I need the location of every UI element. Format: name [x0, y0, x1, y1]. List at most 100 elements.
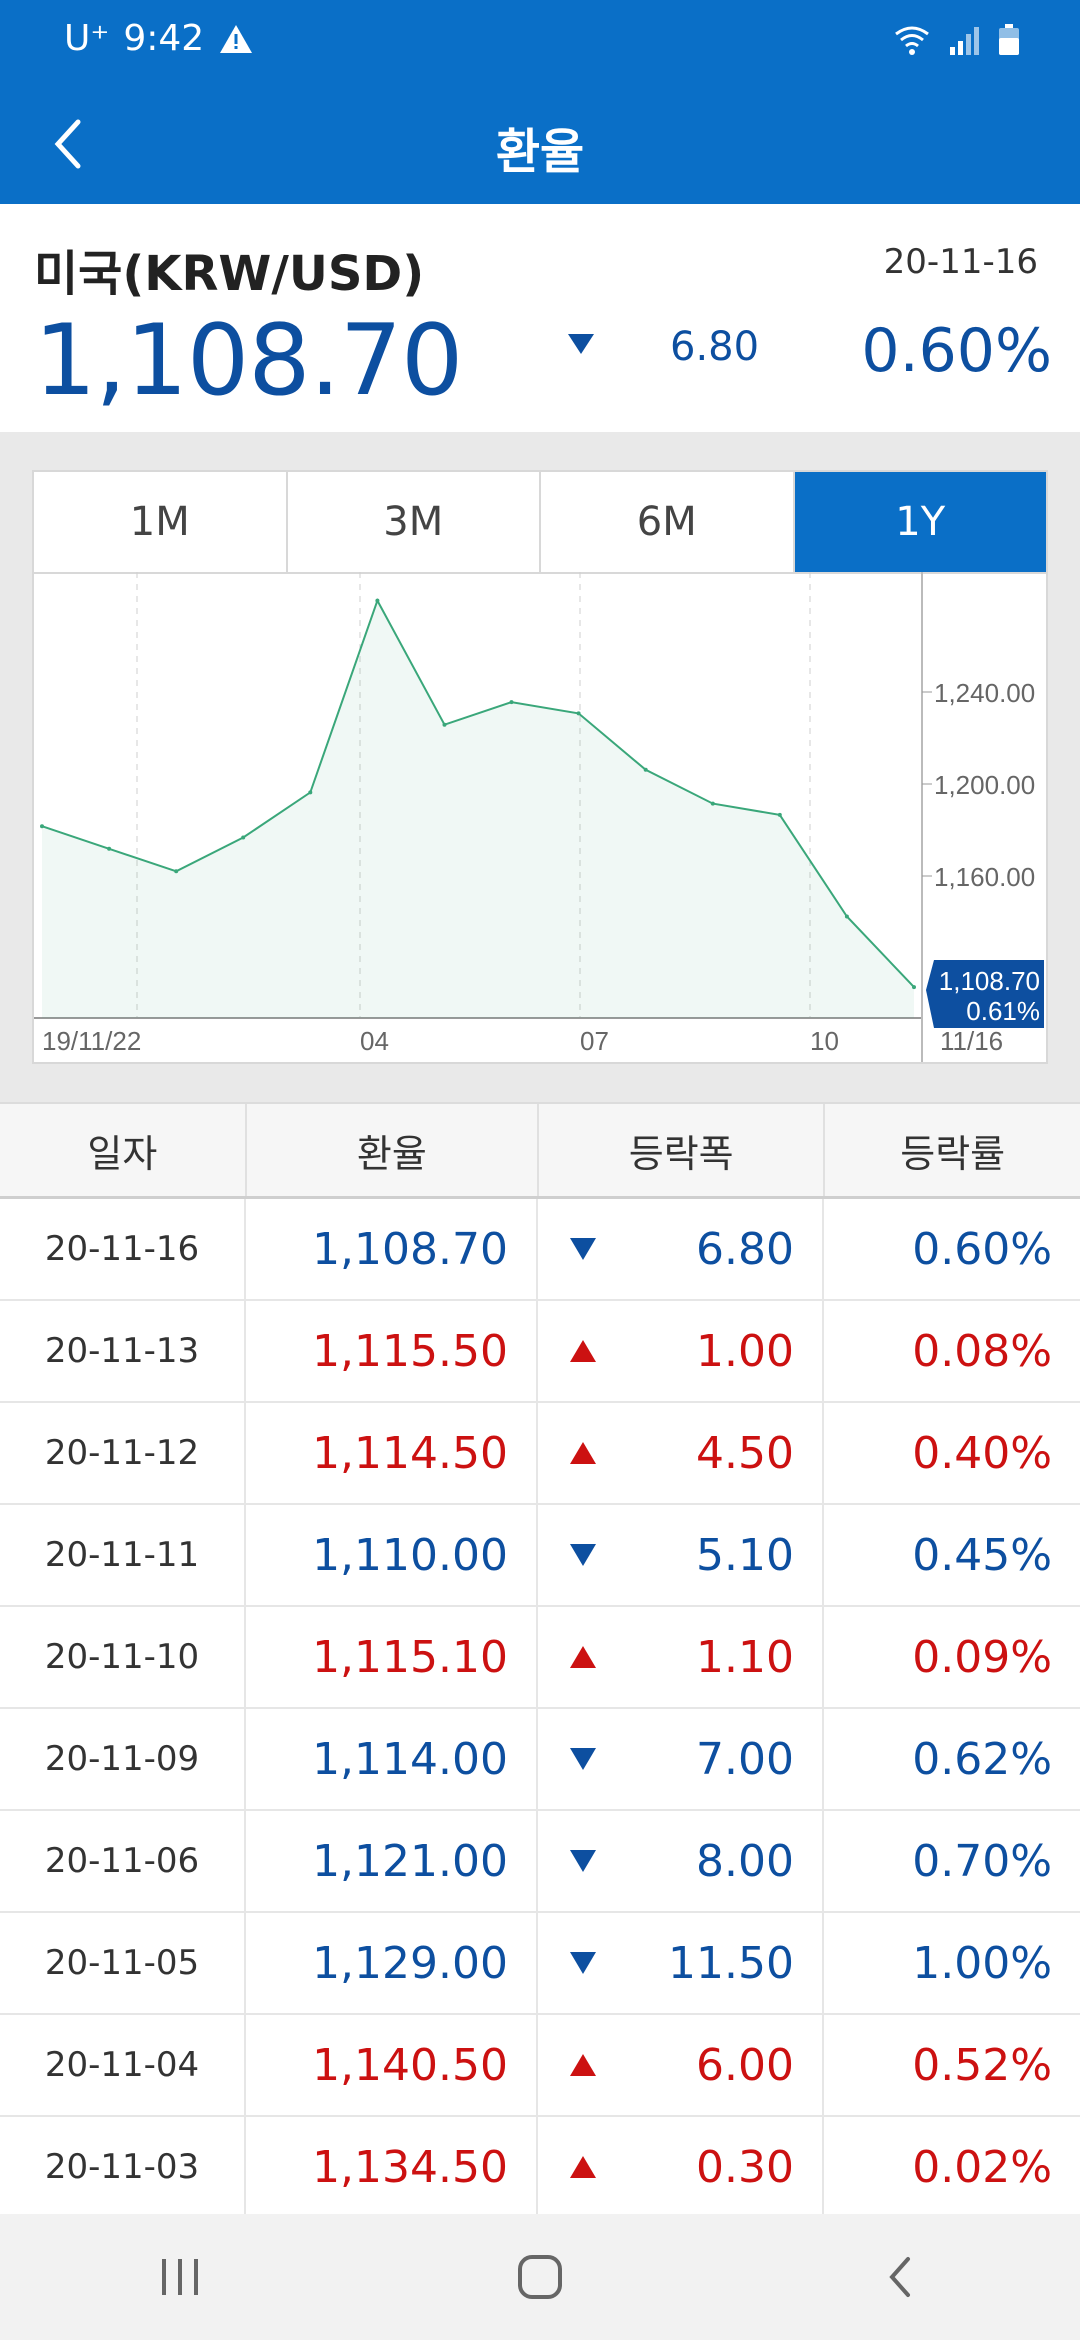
data-point: [241, 835, 246, 840]
cell-change: 5.10: [538, 1505, 824, 1605]
x-tick-label: 10: [810, 1026, 839, 1056]
table-row[interactable]: 20-11-10 1,115.10 1.10 0.09%: [0, 1607, 1080, 1709]
tab-6m[interactable]: 6M: [541, 472, 795, 572]
table-row[interactable]: 20-11-11 1,110.00 5.10 0.45%: [0, 1505, 1080, 1607]
cell-pct: 0.70%: [912, 1835, 1052, 1887]
down-arrow-icon: [570, 1952, 596, 1974]
cell-change: 7.00: [538, 1709, 824, 1809]
chevron-left-icon: [889, 2257, 910, 2297]
x-tick-label: 04: [360, 1026, 389, 1056]
header-change: 등락폭: [539, 1104, 826, 1196]
x-tick-label: 19/11/22: [42, 1026, 141, 1056]
header-rate: 환율: [247, 1104, 540, 1196]
status-bar: U⁺ 9:42: [0, 0, 1080, 84]
table-row[interactable]: 20-11-06 1,121.00 8.00 0.70%: [0, 1811, 1080, 1913]
chart-panel: 1M 3M 6M 1Y 1,240.00 1,200.00 1,160.00 1…: [32, 470, 1048, 1064]
cell-change-value: 6.80: [696, 1223, 794, 1275]
cell-change: 1.00: [538, 1301, 824, 1401]
table-row[interactable]: 20-11-16 1,108.70 6.80 0.60%: [0, 1199, 1080, 1301]
chevron-left-icon: [54, 119, 81, 169]
cell-date: 20-11-05: [0, 1913, 246, 2013]
cell-change: 11.50: [538, 1913, 824, 2013]
data-point: [777, 812, 782, 817]
cell-change-value: 8.00: [696, 1835, 794, 1887]
cell-change-value: 6.00: [696, 2039, 794, 2091]
cell-pct: 0.52%: [912, 2039, 1052, 2091]
cell-change: 6.80: [538, 1199, 824, 1299]
data-point: [40, 824, 44, 829]
cell-change-value: 11.50: [668, 1937, 794, 1989]
wifi-icon: [895, 26, 929, 55]
data-point: [107, 846, 112, 851]
up-arrow-icon: [570, 1340, 596, 1362]
data-point: [375, 598, 380, 603]
rate-chart: 1,240.00 1,200.00 1,160.00 19/11/22 04 0…: [34, 572, 1044, 1062]
last-value-label: 1,108.70: [939, 966, 1040, 996]
data-point: [576, 711, 581, 716]
up-arrow-icon: [570, 1646, 596, 1668]
recent-apps-icon: [162, 2259, 198, 2295]
back-button[interactable]: [30, 106, 106, 182]
cell-date: 20-11-04: [0, 2015, 246, 2115]
down-arrow-icon: [570, 1238, 596, 1260]
down-arrow-icon: [570, 1850, 596, 1872]
up-arrow-icon: [570, 2156, 596, 2178]
data-point: [174, 869, 179, 874]
cell-rate: 1,114.00: [246, 1709, 538, 1809]
data-point: [844, 914, 849, 919]
cell-change-value: 7.00: [696, 1733, 794, 1785]
cell-pct: 0.09%: [912, 1631, 1052, 1683]
y-tick-label: 1,160.00: [934, 862, 1035, 892]
cell-pct: 0.02%: [912, 2141, 1052, 2193]
last-value-marker: [926, 960, 1044, 1028]
home-button[interactable]: [480, 2227, 600, 2327]
signal-icon: [950, 27, 979, 55]
tab-3m[interactable]: 3M: [287, 472, 541, 572]
y-tick-label: 1,200.00: [934, 770, 1035, 800]
cell-pct: 0.08%: [912, 1325, 1052, 1377]
data-point: [308, 790, 313, 795]
cell-change-value: 5.10: [696, 1529, 794, 1581]
header-pct: 등락률: [900, 1131, 1006, 1176]
cell-pct: 0.45%: [912, 1529, 1052, 1581]
battery-icon: [999, 24, 1019, 55]
cell-change: 0.30: [538, 2117, 824, 2217]
up-arrow-icon: [570, 2054, 596, 2076]
home-icon: [518, 2255, 562, 2299]
tab-1m[interactable]: 1M: [34, 472, 288, 572]
cell-change: 4.50: [538, 1403, 824, 1503]
table-row[interactable]: 20-11-03 1,134.50 0.30 0.02%: [0, 2117, 1080, 2219]
y-tick-label: 1,240.00: [934, 678, 1035, 708]
cell-change-value: 1.10: [696, 1631, 794, 1683]
cell-rate: 1,108.70: [246, 1199, 538, 1299]
cell-date: 20-11-12: [0, 1403, 246, 1503]
table-row[interactable]: 20-11-13 1,115.50 1.00 0.08%: [0, 1301, 1080, 1403]
table-row[interactable]: 20-11-04 1,140.50 6.00 0.52%: [0, 2015, 1080, 2117]
cell-date: 20-11-09: [0, 1709, 246, 1809]
x-tick-label: 07: [580, 1026, 609, 1056]
change-amount: 6.80: [670, 324, 760, 370]
cell-date: 20-11-10: [0, 1607, 246, 1707]
recent-apps-button[interactable]: [120, 2227, 240, 2327]
current-rate: 1,108.70: [34, 304, 463, 418]
cell-date: 20-11-06: [0, 1811, 246, 1911]
data-point: [912, 985, 916, 990]
status-right: [892, 24, 1020, 56]
down-arrow-icon: [568, 334, 594, 354]
cell-rate: 1,134.50: [246, 2117, 538, 2217]
table-row[interactable]: 20-11-09 1,114.00 7.00 0.62%: [0, 1709, 1080, 1811]
rate-area: [42, 600, 914, 1018]
cell-rate: 1,121.00: [246, 1811, 538, 1911]
summary-date: 20-11-16: [883, 242, 1038, 282]
table-row[interactable]: 20-11-05 1,129.00 11.50 1.00%: [0, 1913, 1080, 2015]
warning-icon: [220, 24, 253, 53]
history-table: 일자 환율 등락폭 등락률 20-11-16 1,108.70 6.80 0.60% 2…: [0, 1102, 1080, 2219]
data-point: [643, 767, 648, 772]
tab-1y[interactable]: 1Y: [794, 472, 1046, 572]
system-back-button[interactable]: [840, 2227, 960, 2327]
cell-change-value: 4.50: [696, 1427, 794, 1479]
header-date: 일자: [0, 1104, 247, 1196]
status-left: U⁺ 9:42: [64, 18, 254, 59]
table-row[interactable]: 20-11-12 1,114.50 4.50 0.40%: [0, 1403, 1080, 1505]
app-bar: 환율: [0, 84, 1080, 204]
